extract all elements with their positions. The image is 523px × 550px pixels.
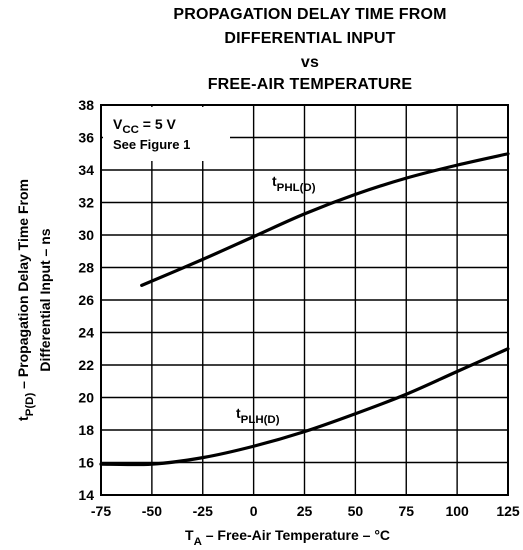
plot-frame	[100, 104, 509, 496]
series-label-tplh: tPLH(D)	[236, 405, 280, 426]
x-tick-label: -25	[193, 503, 213, 519]
y-tick-label: 24	[78, 325, 94, 341]
x-tick-label: 100	[445, 503, 469, 519]
y-tick-label: 36	[78, 130, 94, 146]
y-axis-label-line-2: Differential Input – ns	[37, 228, 53, 371]
annotation-vcc: VCC = 5 V	[113, 116, 177, 136]
y-tick-label: 34	[78, 162, 94, 178]
y-tick-label: 38	[78, 97, 94, 113]
y-tick-label: 18	[78, 422, 94, 438]
chart-title-line-4: FREE-AIR TEMPERATURE	[207, 76, 413, 93]
x-tick-label: -50	[142, 503, 162, 519]
chart-title-line-2: DIFFERENTIAL INPUT	[224, 30, 396, 47]
x-axis-label: TA – Free-Air Temperature – °C	[185, 527, 390, 548]
y-tick-label: 26	[78, 292, 94, 308]
annotation-box	[103, 107, 230, 161]
y-tick-label: 16	[78, 455, 94, 471]
x-tick-label: 125	[496, 503, 520, 519]
y-axis-label-line-1: tP(D) – Propagation Delay Time From	[15, 179, 36, 421]
x-tick-label: 75	[398, 503, 414, 519]
y-tick-label: 28	[78, 260, 94, 276]
chart-title-line-3: vs	[300, 54, 320, 71]
y-tick-label: 22	[78, 357, 94, 373]
x-tick-label: 25	[297, 503, 313, 519]
x-tick-label: 50	[348, 503, 364, 519]
y-axis-label-group: tP(D) – Propagation Delay Time From Diffe…	[15, 179, 53, 421]
series-label-tphl: tPHL(D)	[272, 173, 316, 194]
series-line-tphl	[140, 152, 510, 287]
series-line-tplh	[99, 347, 510, 467]
y-tick-label: 20	[78, 390, 94, 406]
y-tick-label: 32	[78, 195, 94, 211]
chart-title-line-1: PROPAGATION DELAY TIME FROM	[173, 6, 447, 23]
y-tick-label: 14	[78, 487, 94, 503]
y-tick-label: 30	[78, 227, 94, 243]
x-tick-label: -75	[91, 503, 111, 519]
x-tick-label: 0	[250, 503, 258, 519]
annotation-figure-ref: See Figure 1	[113, 137, 190, 152]
